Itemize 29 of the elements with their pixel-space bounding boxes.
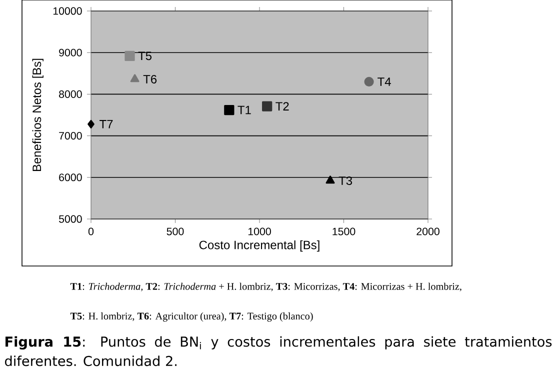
point: [224, 104, 234, 116]
text: T5: H. lombriz, T6: Agricultor (urea), T7: Testigo (blanco): [70, 312, 313, 322]
series-label: T1: [238, 106, 251, 114]
point: [262, 101, 272, 112]
point: [364, 76, 374, 87]
x-tick-label: 500: [166, 228, 184, 236]
point: [130, 74, 140, 82]
series-label: T2: [276, 102, 289, 110]
x-tick-label: 1500: [332, 228, 356, 236]
y-tick-label: 9000: [59, 48, 82, 56]
text: Figura 15: Puntos de BN$_{i}$ y costos incrementales para siete tratamientos diferentes. Comunidad 2.: [5, 336, 552, 366]
point: [326, 176, 335, 184]
series-label: T6: [143, 74, 157, 84]
x-axis-title: Costo Incremental [Bs]: [199, 240, 320, 252]
x-tick-label: 2000: [416, 228, 440, 236]
y-tick-label: 10000: [53, 7, 82, 15]
point: [88, 120, 94, 128]
series-label: T5: [138, 52, 152, 60]
y-axis-title: Beneficios Netos [Bs]: [32, 58, 44, 172]
y-tick-label: 8000: [59, 90, 82, 98]
y-tick-label: 7000: [59, 132, 82, 140]
point: [124, 50, 135, 61]
series-label: T7: [100, 120, 113, 128]
x-tick-label: 0: [88, 228, 94, 236]
y-tick-label: 5000: [58, 215, 82, 223]
y-tick-label: 6000: [59, 174, 82, 182]
x-tick-label: 1000: [248, 228, 271, 236]
series-label: T4: [378, 78, 391, 86]
text: T1: Trichoderma, T2: Trichoderma + H. lombriz, T3: Micorrizas, T4: Micorrizas + H. lombriz,: [70, 282, 462, 292]
